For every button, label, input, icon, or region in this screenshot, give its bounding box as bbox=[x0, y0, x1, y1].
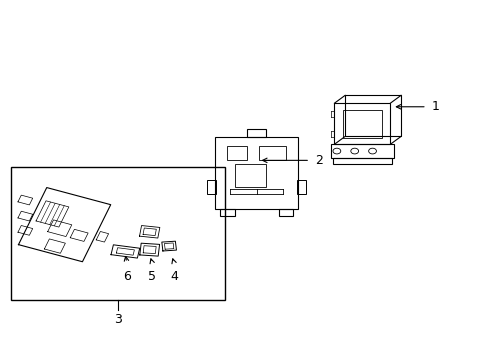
Bar bbox=[246, 129, 266, 137]
Bar bbox=[343, 110, 381, 138]
Text: 4: 4 bbox=[170, 270, 178, 283]
Bar bbox=[11, 167, 224, 300]
Text: 3: 3 bbox=[114, 313, 122, 326]
Bar bbox=[215, 137, 297, 208]
Bar bbox=[334, 103, 389, 144]
Bar bbox=[278, 208, 292, 216]
Text: 1: 1 bbox=[431, 100, 439, 113]
Bar bbox=[220, 208, 234, 216]
Bar bbox=[234, 164, 266, 187]
Bar bbox=[345, 95, 400, 136]
Bar bbox=[333, 158, 391, 164]
Text: 2: 2 bbox=[314, 154, 322, 167]
Bar bbox=[330, 144, 393, 158]
Bar bbox=[227, 146, 246, 160]
Text: 5: 5 bbox=[148, 270, 156, 283]
Bar bbox=[206, 180, 215, 194]
Bar bbox=[259, 146, 285, 160]
Text: 6: 6 bbox=[122, 270, 130, 283]
Bar bbox=[297, 180, 305, 194]
